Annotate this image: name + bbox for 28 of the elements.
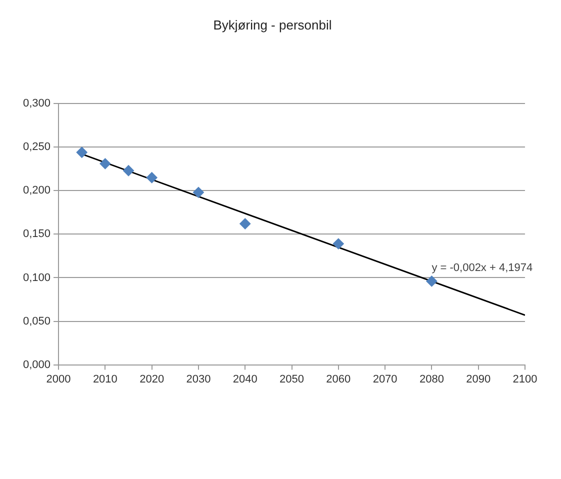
y-tick-label: 0,250 [22, 141, 51, 154]
x-tick-label: 2070 [372, 373, 398, 386]
x-tick-label: 2080 [419, 373, 444, 386]
point [240, 218, 251, 230]
y-tick-label: 0,200 [22, 184, 51, 197]
x-tick-label: 2030 [186, 373, 211, 386]
x-tick-label: 2020 [140, 373, 164, 386]
y-tick-label: 0,150 [22, 228, 51, 240]
x-tick-label: 2100 [512, 373, 538, 386]
annotation: y = -0,002x + 4,1974 [432, 262, 533, 274]
chart-title: Bykjøring - personbil [213, 17, 332, 32]
point [100, 158, 111, 170]
y-tick-label: 0,050 [22, 315, 51, 328]
y-tick-label: 0,100 [22, 272, 51, 284]
x-tick-label: 2090 [466, 373, 491, 386]
point [76, 146, 88, 158]
point [146, 172, 158, 184]
x-tick-label: 2010 [92, 373, 118, 386]
x-tick-label: 2050 [280, 373, 304, 386]
x-tick-label: 2040 [232, 373, 258, 386]
point [192, 186, 204, 198]
point [123, 165, 134, 176]
point [426, 276, 438, 287]
y-tick-label: 0,000 [22, 358, 51, 371]
x-tick-label: 2060 [326, 373, 351, 386]
y-tick-label: 0,300 [22, 98, 51, 110]
point [332, 238, 344, 250]
x-tick-label: 2000 [46, 373, 71, 386]
